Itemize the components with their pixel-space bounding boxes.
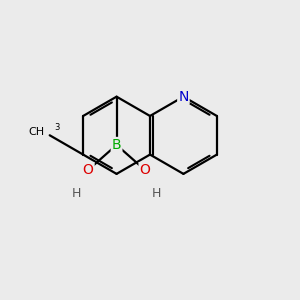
- Text: O: O: [140, 163, 150, 177]
- Text: CH: CH: [29, 127, 45, 137]
- Text: H: H: [72, 187, 81, 200]
- Text: O: O: [83, 163, 94, 177]
- Text: B: B: [112, 138, 122, 152]
- Text: 3: 3: [54, 123, 60, 132]
- Text: H: H: [152, 187, 161, 200]
- Text: N: N: [178, 90, 189, 104]
